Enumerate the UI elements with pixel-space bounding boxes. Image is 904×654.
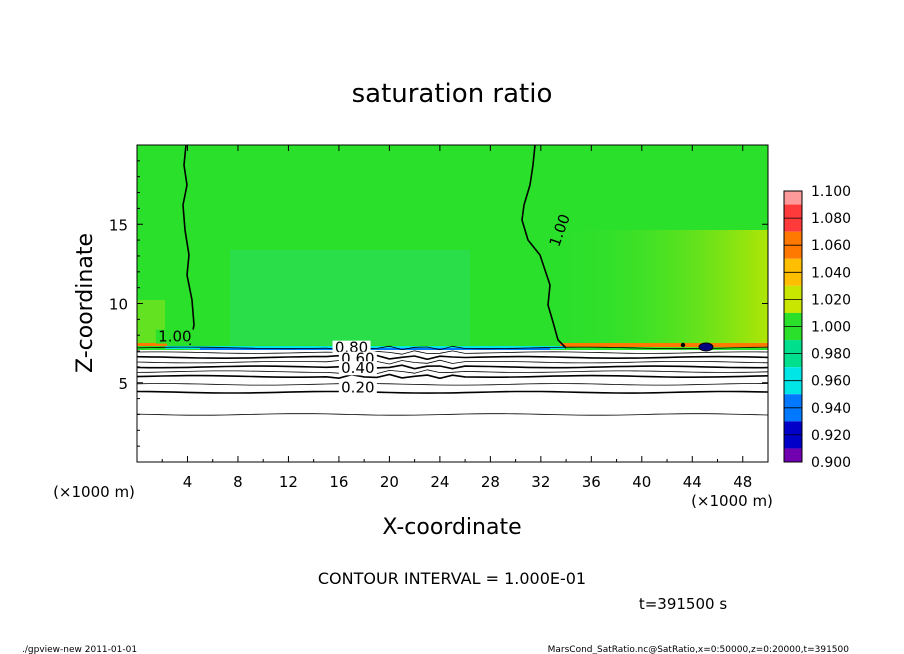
colorbar-label: 0.980 <box>811 347 851 363</box>
colorbar-label: 0.920 <box>811 428 851 444</box>
colorbar-swatch <box>784 421 802 435</box>
plot-area: 1.001.000.800.600.400.20 4 8 12 16 20 24 28 32 3… <box>109 144 769 491</box>
colorbar-swatch <box>784 326 802 341</box>
contour-label-bg <box>155 329 194 344</box>
colorbar-label: 1.080 <box>811 211 851 227</box>
x-tick-label: 24 <box>430 473 449 491</box>
y-axis-ticks: 5 10 15 <box>109 160 768 447</box>
x-tick-label: 4 <box>183 473 193 491</box>
chart-title: saturation ratio <box>352 79 553 109</box>
contour-line <box>136 383 769 386</box>
contour-label-bg <box>332 340 371 355</box>
colorbar-label: 1.100 <box>811 184 851 200</box>
contour-1.00-left <box>182 144 195 346</box>
contour-line <box>136 369 769 375</box>
contour-line <box>136 413 769 416</box>
z-unit-label: (×1000 m) <box>53 483 135 501</box>
colorbar-swatch <box>784 434 802 449</box>
x-tick-label: 20 <box>380 473 399 491</box>
x-tick-label: 16 <box>329 473 348 491</box>
contour-blob <box>698 342 714 352</box>
right-warm-region <box>560 230 768 348</box>
colorbar-swatch <box>784 340 802 354</box>
colorbar-swatch <box>784 231 802 246</box>
colorbar-label: 1.020 <box>811 292 851 308</box>
x-tick-label: 40 <box>632 473 651 491</box>
time-label: t=391500 s <box>639 595 727 613</box>
colorbar-label: 0.960 <box>811 374 851 390</box>
boundary-orange-band <box>560 343 768 347</box>
colorbar-swatch <box>784 367 802 381</box>
contour-line <box>136 350 769 355</box>
colorbar-label: 0.940 <box>811 401 851 417</box>
x-tick-label: 32 <box>531 473 550 491</box>
x-tick-label: 48 <box>733 473 752 491</box>
x-axis-ticks: 4 8 12 16 20 24 28 32 36 40 44 48 <box>161 145 752 491</box>
contour-label: 0.20 <box>341 378 374 396</box>
footer-right: MarsCond_SatRatio.nc@SatRatio,x=0:50000,… <box>548 645 850 654</box>
colorbar-swatch <box>784 394 802 408</box>
x-tick-label: 12 <box>279 473 298 491</box>
colorbar-swatch <box>784 285 802 300</box>
colorbar-swatch <box>784 218 802 232</box>
center-cool-region <box>230 250 470 345</box>
contour-dot <box>680 342 686 348</box>
colorbar-label: 1.040 <box>811 265 851 281</box>
contour-label: 1.00 <box>158 328 191 346</box>
contour-lines-dry-layer <box>136 345 769 416</box>
contour-line <box>136 359 769 365</box>
y-tick-label: 15 <box>109 216 128 234</box>
y-tick-label: 5 <box>118 375 128 393</box>
contour-label-bg <box>338 361 377 376</box>
colorbar-label: 1.060 <box>811 238 851 254</box>
contour-label: 0.40 <box>341 359 374 377</box>
colorbar-label: 0.900 <box>811 455 851 471</box>
contour-line <box>136 390 769 394</box>
footer-left: ./gpview-new 2011-01-01 <box>22 645 137 654</box>
boundary-blue-band <box>200 348 550 350</box>
colorbar-swatch <box>784 380 802 395</box>
colorbar-swatch <box>784 204 802 219</box>
colorbar: 1.100 1.080 1.060 1.040 1.020 1.000 0.980 0.960… <box>783 184 851 471</box>
x-tick-label: 36 <box>582 473 601 491</box>
colorbar-swatch <box>784 407 802 422</box>
contour-line <box>136 345 769 351</box>
colorbar-swatch <box>784 448 802 462</box>
y-axis-label: Z-coordinate <box>73 233 98 373</box>
colorbar-swatch <box>784 299 802 313</box>
x-tick-label: 28 <box>481 473 500 491</box>
contour-labels: 1.001.000.800.600.400.20 <box>155 210 574 396</box>
x-tick-label: 8 <box>233 473 243 491</box>
x-axis-label: X-coordinate <box>382 515 521 540</box>
colorbar-swatch <box>784 312 802 327</box>
contour-label-bg <box>338 380 377 395</box>
x-unit-label: (×1000 m) <box>691 492 773 510</box>
colorbar-label: 1.000 <box>811 320 851 336</box>
colorbar-swatch <box>784 258 802 273</box>
contour-interval: CONTOUR INTERVAL = 1.000E-01 <box>318 569 586 588</box>
contour-line <box>136 354 769 361</box>
contour-1.00-right <box>521 144 567 349</box>
contour-line <box>136 364 769 370</box>
colorbar-swatch <box>784 353 802 368</box>
boundary-orange-left <box>137 343 167 346</box>
colorbar-swatch <box>784 191 802 205</box>
colorbar-swatch <box>784 245 802 259</box>
colorbar-swatch <box>784 272 802 286</box>
contour-line <box>136 373 769 380</box>
contour-label-bg <box>546 210 573 251</box>
y-tick-label: 10 <box>109 296 128 314</box>
x-tick-label: 44 <box>683 473 702 491</box>
